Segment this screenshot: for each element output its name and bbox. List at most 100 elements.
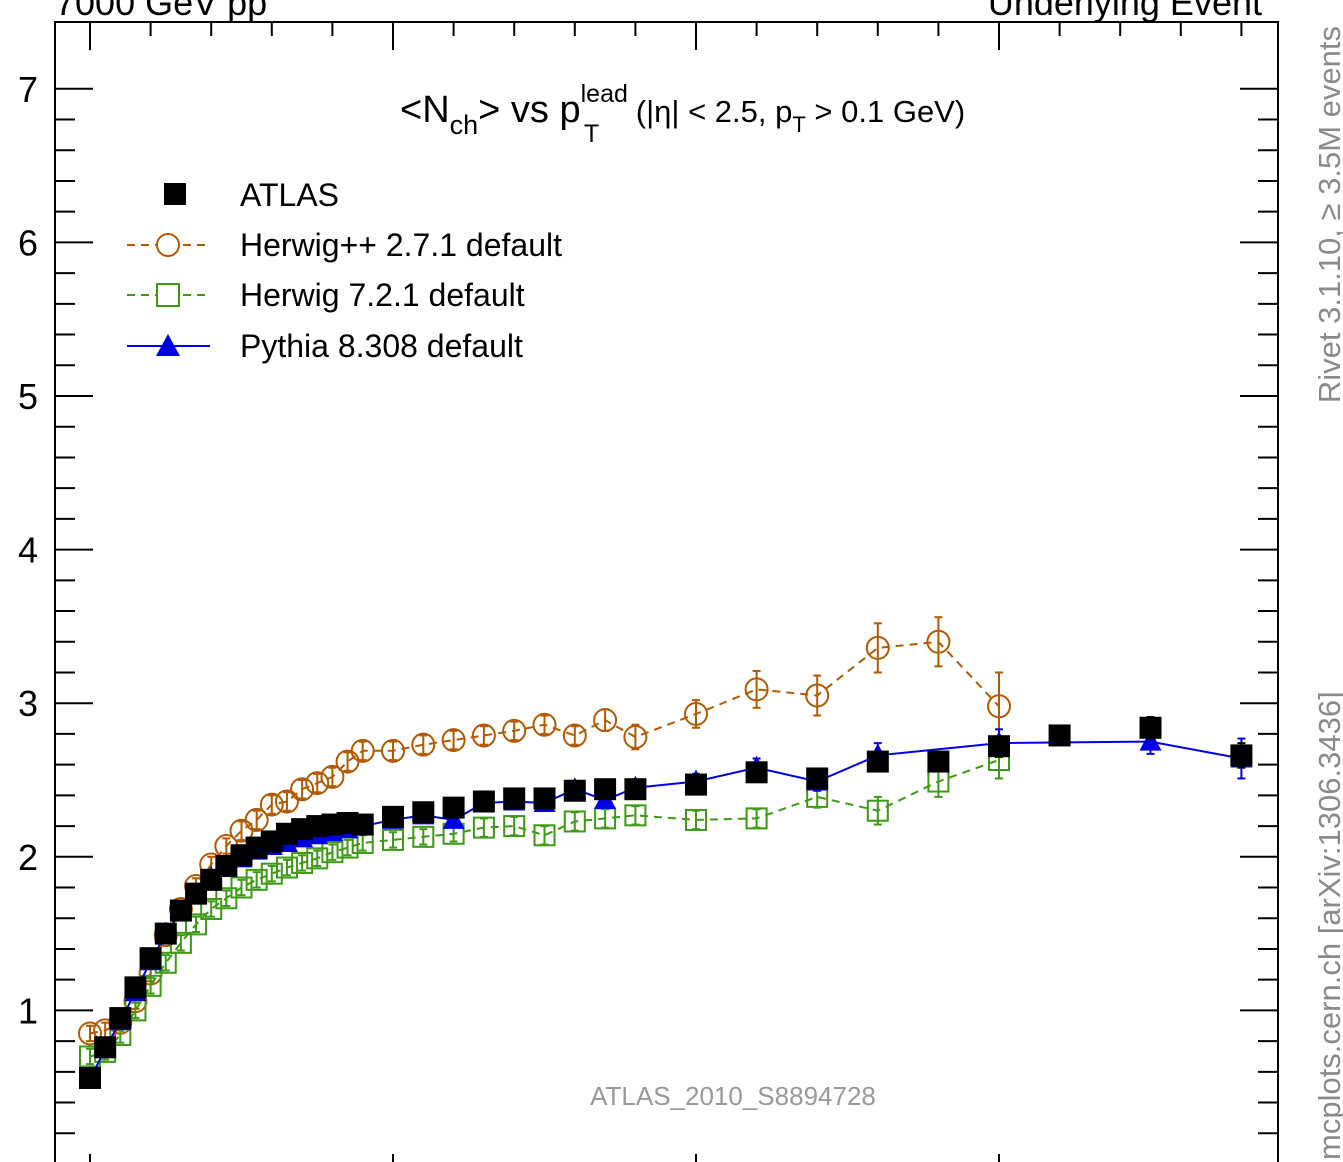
- data-point: [503, 787, 526, 810]
- data-point: [988, 735, 1010, 758]
- legend-item-herwigpp: Herwig++ 2.7.1 default: [127, 227, 562, 263]
- header-right-label: Underlying Event: [988, 0, 1262, 23]
- legend-item-herwig7: Herwig 7.2.1 default: [127, 277, 525, 313]
- legend-label-pythia: Pythia 8.308 default: [240, 328, 523, 364]
- data-point: [441, 728, 466, 753]
- data-point: [927, 750, 950, 773]
- title-prefix: <N: [400, 89, 450, 131]
- data-point: [1230, 744, 1253, 767]
- data-point: [244, 807, 269, 832]
- data-point: [472, 790, 495, 813]
- side-label-rivet: Rivet 3.1.10, ≥ 3.5M events: [1312, 26, 1343, 403]
- data-point: [260, 862, 283, 885]
- title-cond1: (|η| < 2.5, p: [627, 94, 792, 129]
- data-point: [274, 789, 299, 814]
- data-point: [259, 792, 284, 817]
- title-sub-t2: T: [792, 112, 805, 137]
- data-point: [350, 738, 375, 763]
- data-point: [865, 635, 890, 660]
- y-tick-label: 4: [18, 530, 38, 571]
- axis-ticks: [55, 22, 1278, 1162]
- y-tick-label: 6: [18, 222, 38, 263]
- data-point: [805, 683, 830, 708]
- data-point: [306, 847, 329, 870]
- data-point: [533, 824, 556, 847]
- data-point: [866, 799, 889, 822]
- legend-marker-pythia: [156, 334, 180, 356]
- legend-item-pythia: Pythia 8.308 default: [127, 328, 523, 364]
- data-point: [745, 807, 768, 830]
- y-tick-label: 5: [18, 376, 38, 417]
- legend-item-atlas: ATLAS: [164, 177, 339, 213]
- legend-label-atlas: ATLAS: [240, 177, 339, 213]
- data-point: [623, 724, 648, 749]
- title-cond2: > 0.1 GeV): [806, 94, 965, 129]
- data-point: [806, 767, 829, 790]
- legend-marker-herwig7: [156, 283, 180, 307]
- data-point: [230, 876, 253, 899]
- data-point: [290, 777, 315, 802]
- data-point: [1139, 729, 1162, 751]
- data-point: [78, 1021, 102, 1046]
- data-point: [745, 761, 768, 784]
- data-point: [533, 787, 556, 810]
- data-point: [275, 856, 298, 879]
- data-point: [321, 841, 344, 864]
- data-point: [502, 718, 527, 743]
- header-left-label: 7000 GeV pp: [55, 0, 267, 23]
- series-layer: [78, 616, 1253, 1089]
- data-point: [351, 813, 374, 836]
- data-point: [154, 922, 177, 945]
- legend: ATLAS Herwig++ 2.7.1 default Herwig 7.2.…: [127, 177, 562, 364]
- series-line: [89, 759, 1000, 1058]
- series-atlas: [79, 716, 1253, 1089]
- plot-frame: [54, 21, 1279, 1162]
- data-point: [563, 779, 586, 802]
- data-point: [124, 976, 147, 999]
- data-point: [1048, 724, 1071, 747]
- legend-marker-atlas: [164, 183, 186, 205]
- title-sub-t: T: [584, 120, 599, 148]
- data-point: [685, 773, 707, 796]
- data-point: [94, 1036, 117, 1059]
- y-tick-label: 7: [18, 69, 38, 110]
- data-point: [185, 913, 208, 936]
- data-point: [472, 816, 495, 839]
- data-point: [139, 947, 162, 970]
- data-point: [1139, 716, 1162, 739]
- legend-label-herwigpp: Herwig++ 2.7.1 default: [240, 227, 562, 263]
- data-point: [594, 778, 617, 801]
- data-point: [320, 764, 345, 789]
- data-point: [245, 868, 268, 891]
- data-point: [926, 629, 951, 654]
- y-tick-label: 1: [18, 990, 38, 1031]
- y-tick-labels: 1 2 3 4 5 6 7: [18, 69, 38, 1032]
- side-label-mcplots: mcplots.cern.ch [arXiv:1306.3436]: [1312, 691, 1343, 1160]
- title-mid: > vs p: [478, 89, 580, 131]
- series-line: [89, 740, 1242, 1080]
- data-point: [412, 825, 435, 848]
- title-sup-lead: lead: [581, 80, 628, 108]
- title-sub-ch: ch: [450, 110, 479, 140]
- data-point: [503, 815, 526, 838]
- data-point: [79, 1066, 101, 1089]
- data-point: [987, 694, 1011, 719]
- data-point: [624, 778, 647, 801]
- data-point: [442, 796, 465, 819]
- data-point: [291, 851, 314, 874]
- legend-label-herwig7: Herwig 7.2.1 default: [240, 277, 525, 313]
- data-point: [593, 708, 618, 733]
- y-tick-label: 2: [18, 837, 38, 878]
- analysis-id-label: ATLAS_2010_S8894728: [590, 1081, 876, 1111]
- data-point: [563, 810, 586, 833]
- y-tick-label: 3: [18, 683, 38, 724]
- data-point: [684, 701, 708, 726]
- legend-marker-herwigpp: [156, 233, 180, 257]
- data-point: [382, 805, 404, 828]
- data-point: [382, 828, 404, 851]
- data-point: [685, 808, 707, 831]
- data-point: [305, 771, 330, 796]
- data-point: [109, 1007, 132, 1030]
- data-point: [412, 801, 435, 824]
